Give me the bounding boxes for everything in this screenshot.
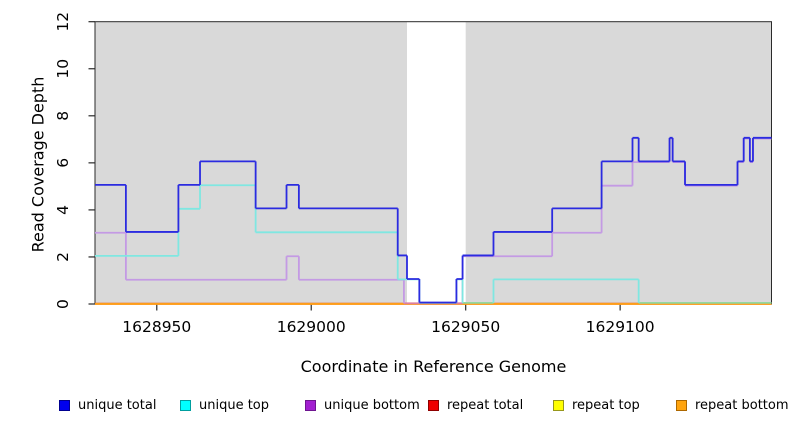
x-tick-label: 1629050 xyxy=(431,318,500,336)
y-axis-title: Read Coverage Depth xyxy=(28,76,48,253)
x-tick-label: 1628950 xyxy=(122,318,191,336)
y-tick-label: 2 xyxy=(54,252,72,262)
x-tick-label: 1629000 xyxy=(277,318,346,336)
y-tick-label: 12 xyxy=(54,12,72,32)
x-tick-label: 1629100 xyxy=(586,318,655,336)
y-tick-label: 10 xyxy=(54,59,72,79)
series-unique-total-line xyxy=(95,136,772,304)
y-tick-label: 8 xyxy=(54,111,72,121)
y-tick-label: 6 xyxy=(54,158,72,168)
y-tick-label: 4 xyxy=(54,205,72,215)
x-axis-title: Coordinate in Reference Genome xyxy=(300,357,567,376)
coverage-gap-band xyxy=(406,21,466,304)
y-tick-label: 0 xyxy=(54,299,72,309)
series-layer xyxy=(95,136,772,305)
